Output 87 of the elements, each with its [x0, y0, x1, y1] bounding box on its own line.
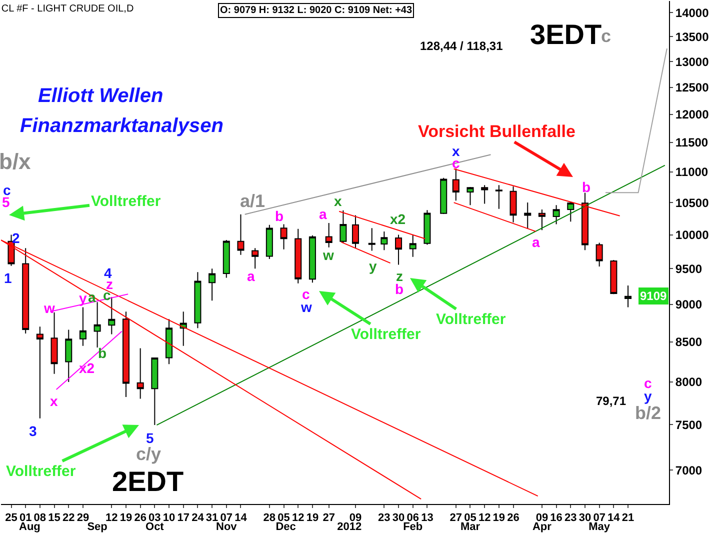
x2-tick-label: Feb	[403, 521, 423, 533]
annotation: w	[43, 300, 55, 316]
x-tick-label: 12	[478, 512, 491, 524]
x-tick-label: 10	[162, 512, 176, 524]
x-tick-label: 15	[48, 512, 60, 524]
y-tick-label: 12000	[675, 108, 710, 122]
x2-tick-label: 2012	[337, 521, 362, 533]
x-tick-label: 17	[177, 512, 190, 524]
y-tick-label: 12500	[675, 80, 710, 95]
annotation: 1	[4, 270, 12, 286]
annotation: a	[247, 268, 255, 284]
annotation: 3	[29, 423, 37, 439]
annotation: b	[98, 345, 107, 361]
annotation: a	[532, 234, 540, 250]
y-tick-label: 11000	[675, 165, 708, 180]
annotation: 5	[146, 430, 154, 446]
x-tick-label: 30	[392, 512, 405, 524]
annotation: Volltreffer	[436, 311, 506, 328]
y-tick-label: 7000	[675, 463, 702, 478]
annotation: b	[395, 281, 404, 297]
x-tick-label: 13	[421, 512, 434, 524]
annotation: a	[319, 206, 327, 222]
annotation: 3EDT	[530, 19, 602, 50]
annotation: b/x	[0, 149, 32, 174]
y-tick-label: 9000	[675, 297, 702, 312]
annotation: x	[50, 393, 58, 409]
y-tick-label: 7500	[675, 418, 702, 432]
x-tick-label: 12	[106, 512, 118, 524]
y-tick-label: 9500	[675, 262, 702, 276]
annotation: c	[644, 375, 652, 391]
annotation: 128,44 / 118,31	[420, 39, 504, 53]
x-tick-label: 21	[622, 512, 634, 524]
annotation: y	[369, 258, 377, 274]
annotation: 2	[12, 230, 20, 246]
annotation: c/y	[136, 444, 162, 464]
x-tick-label: 28	[263, 512, 276, 524]
annotation: c	[302, 286, 310, 302]
x-tick-label: 19	[120, 512, 132, 524]
y-tick-label: 14000	[675, 6, 710, 20]
x-tick-label: 19	[306, 512, 319, 524]
annotation: Elliott Wellen	[38, 85, 164, 107]
annotation: Volltreffer	[351, 326, 421, 343]
y-tick-label: 13500	[675, 30, 710, 44]
x-tick-label: 16	[550, 512, 562, 524]
annotation: b/2	[635, 403, 662, 423]
annotation: O: 9079 H: 9132 L: 9020 C: 9109 Net: +43	[220, 5, 412, 16]
y-tick-label: 13000	[675, 54, 710, 69]
y-tick-label: 8500	[675, 335, 702, 350]
annotation: 2EDT	[112, 466, 184, 497]
annotation: w	[322, 247, 334, 263]
annotation: x	[334, 193, 342, 209]
y-tick-label: 8000	[675, 375, 702, 390]
y-tick-label: 10500	[675, 196, 710, 210]
x-tick-label: 27	[450, 512, 462, 524]
x2-tick-label: Oct	[146, 521, 164, 533]
annotation: b	[582, 179, 591, 195]
annotation: c	[601, 26, 612, 46]
x-tick-label: 23	[378, 512, 390, 524]
annotation: a/1	[240, 191, 266, 211]
x-tick-label: 26	[507, 512, 520, 524]
annotation: z	[396, 268, 403, 284]
annotation: 9109	[640, 289, 668, 303]
x-tick-label: 23	[564, 512, 577, 524]
annotation: b	[275, 208, 284, 224]
annotation: Finanzmarktanalysen	[20, 115, 224, 137]
annotation: x2	[390, 211, 406, 227]
x-tick-label: 27	[322, 512, 335, 524]
annotation: Volltreffer	[91, 193, 161, 210]
annotation: Vorsicht Bullenfalle	[418, 122, 576, 141]
x-tick-label: 19	[492, 512, 506, 524]
x2-tick-label: Sep	[87, 521, 108, 533]
annotation: Volltreffer	[6, 463, 76, 480]
x-tick-label: 24	[192, 512, 205, 524]
annotation: 4	[104, 265, 112, 281]
x-tick-label: 29	[76, 512, 90, 524]
annotation: x2	[79, 360, 95, 376]
x-tick-label: 26	[134, 512, 146, 524]
x-tick-label: 25	[5, 512, 18, 524]
annotation: y	[644, 388, 652, 404]
x2-tick-label: Mar	[460, 521, 481, 533]
annotation: 79,71	[596, 394, 626, 408]
chart-title: CL #F - LIGHT CRUDE OIL,D	[1, 3, 134, 14]
annotation: w	[300, 299, 312, 315]
y-tick-label: 10000	[675, 228, 710, 242]
x2-tick-label: Apr	[532, 521, 552, 533]
y-tick-label: 11500	[675, 136, 708, 150]
x-tick-label: 22	[62, 512, 75, 524]
